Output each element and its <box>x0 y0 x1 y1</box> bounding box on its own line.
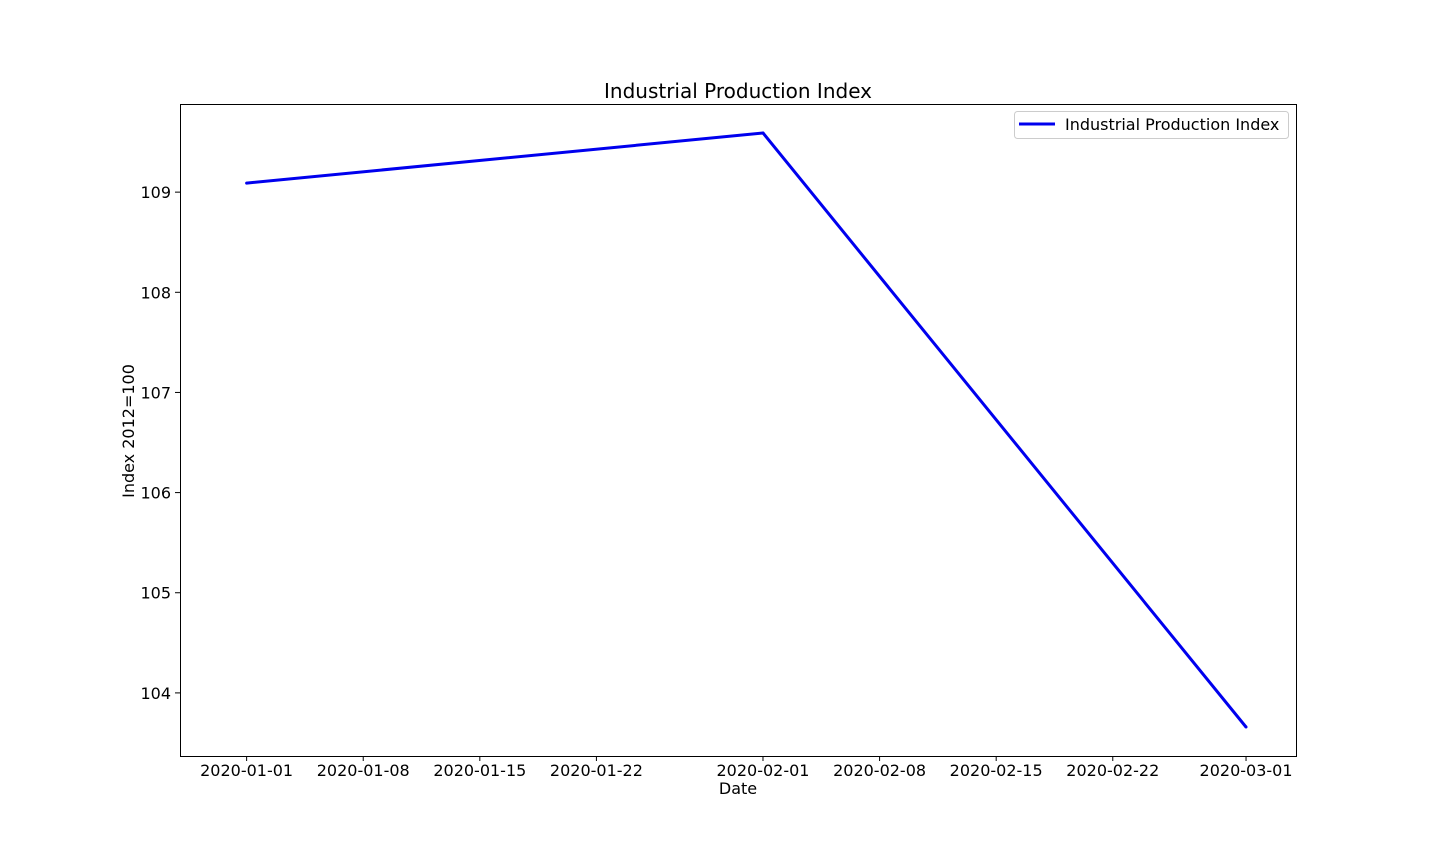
y-tick-label: 107 <box>140 383 171 402</box>
plot-area <box>180 104 1297 757</box>
y-axis: 104 105 106 107 108 109 <box>140 183 180 703</box>
y-axis-label: Index 2012=100 <box>119 364 138 498</box>
legend-entry-label: Industrial Production Index <box>1065 115 1279 134</box>
legend-box <box>1014 111 1289 139</box>
x-tick-label: 2020-02-15 <box>950 761 1043 780</box>
x-tick-label: 2020-01-22 <box>550 761 643 780</box>
y-tick-label: 106 <box>140 484 171 503</box>
legend: Industrial Production Index <box>1014 111 1289 139</box>
data-point <box>1244 725 1248 729</box>
x-tick-label: 2020-02-22 <box>1066 761 1159 780</box>
x-axis: 2020-01-01 2020-01-08 2020-01-15 2020-01-22… <box>200 756 1293 780</box>
x-tick-label: 2020-01-15 <box>433 761 526 780</box>
y-tick-label: 109 <box>140 183 171 202</box>
y-tick-label: 105 <box>140 584 171 603</box>
x-tick-label: 2020-01-08 <box>317 761 410 780</box>
x-axis-label: Date <box>719 779 757 798</box>
x-tick-label: 2020-01-01 <box>200 761 293 780</box>
x-tick-label: 2020-02-01 <box>716 761 809 780</box>
series-line <box>246 131 1248 728</box>
chart-title: Industrial Production Index <box>604 79 872 103</box>
y-tick-label: 108 <box>140 283 171 302</box>
y-tick-label: 104 <box>140 684 171 703</box>
data-point <box>245 181 249 185</box>
x-tick-label: 2020-03-01 <box>1200 761 1293 780</box>
x-tick-label: 2020-02-08 <box>833 761 926 780</box>
series-layer <box>245 131 1248 729</box>
data-point <box>761 131 765 135</box>
